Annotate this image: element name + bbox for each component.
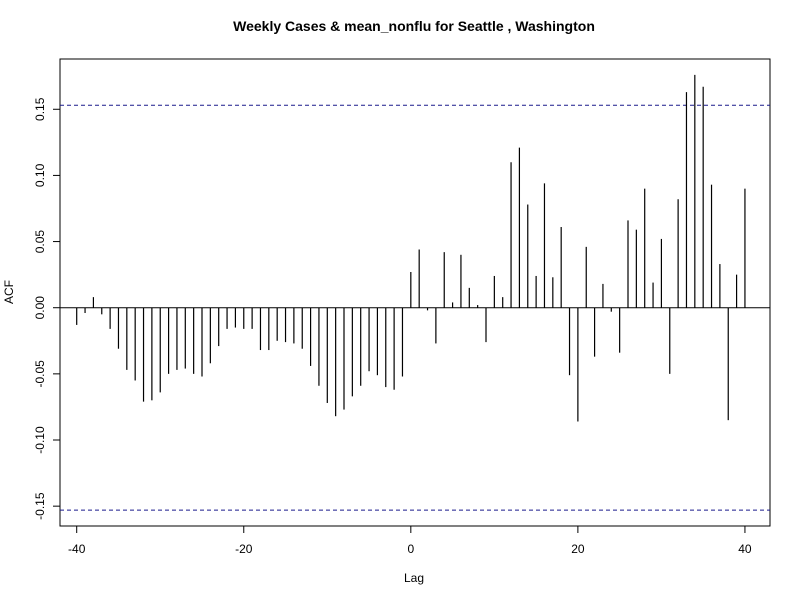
y-axis: -0.15 -0.10 -0.05 0.00 0.05 0.10 0.15 (33, 97, 61, 520)
x-tick-label: -40 (68, 542, 86, 556)
y-tick-label: 0.15 (33, 97, 47, 121)
x-axis: -40 -20 0 20 40 (68, 525, 752, 556)
y-tick-label: 0.10 (33, 163, 47, 187)
y-tick-label: -0.05 (33, 360, 47, 388)
acf-bars (76, 74, 746, 422)
x-tick-label: -20 (235, 542, 253, 556)
y-tick-label: -0.15 (33, 492, 47, 520)
x-tick-label: 20 (571, 542, 585, 556)
x-tick-label: 0 (407, 542, 414, 556)
confidence-bounds (60, 104, 770, 511)
x-tick-label: 40 (738, 542, 752, 556)
y-tick-label: -0.10 (33, 426, 47, 454)
plot-frame (59, 58, 771, 527)
chart-title: Weekly Cases & mean_nonflu for Seattle ,… (233, 18, 595, 34)
y-tick-label: 0.05 (33, 230, 47, 254)
y-axis-label: ACF (2, 280, 16, 304)
x-axis-label: Lag (404, 571, 424, 585)
y-tick-label: 0.00 (33, 296, 47, 320)
